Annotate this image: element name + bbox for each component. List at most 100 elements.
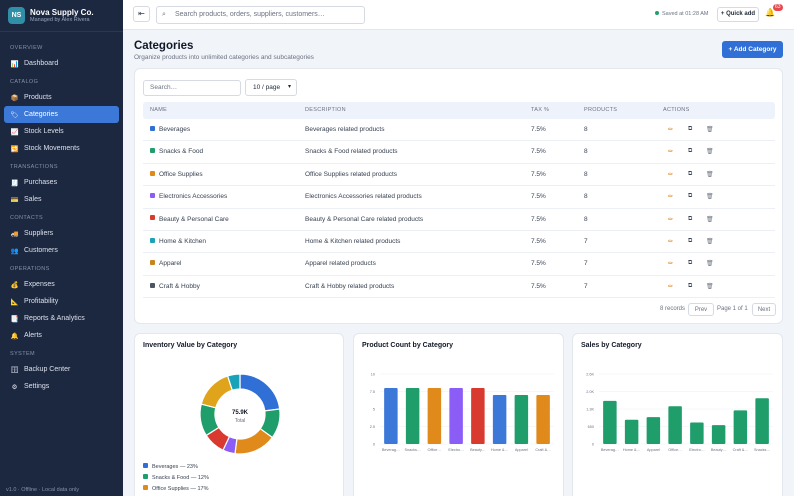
sidebar-item-products[interactable]: 📦 Products [4,89,119,106]
bar[interactable] [624,419,639,444]
bar[interactable] [405,388,420,444]
global-search-input[interactable]: ⌕ Search products, orders, suppliers, cu… [156,6,365,24]
x-tick-label: Office… [428,448,442,452]
copy-icon[interactable]: ⧉ [688,237,693,244]
edit-icon[interactable]: ✏ [668,238,674,245]
copy-icon[interactable]: ⧉ [688,170,693,177]
edit-icon[interactable]: ✏ [668,261,674,268]
sidebar-item-expenses[interactable]: 💰 Expenses [4,276,119,293]
delete-icon[interactable]: 🗑 [706,194,714,201]
sidebar-item-profitability[interactable]: 📐 Profitability [4,293,119,310]
donut-center-value: 75.9K [232,410,249,416]
bar[interactable] [514,395,529,444]
brand[interactable]: NS Nova Supply Co. Managed by Alex River… [0,0,123,32]
delete-icon[interactable]: 🗑 [706,149,714,156]
column-name[interactable]: NAME [150,107,168,113]
table-row[interactable]: Office Supplies Office Supplies related p… [143,164,775,187]
copy-icon[interactable]: ⧉ [688,148,693,155]
donut-slice[interactable] [226,373,241,391]
bar[interactable] [471,388,485,444]
collapse-sidebar-button[interactable]: ⇤ [133,6,150,22]
bar[interactable] [690,422,704,444]
delete-icon[interactable]: 🗑 [706,261,714,268]
category-tax: 7.5% [531,170,546,178]
table-search-input[interactable]: Search… [143,80,241,96]
bar[interactable] [603,400,617,444]
category-name-text: Office Supplies [159,170,203,178]
legend-swatch [143,485,148,491]
bar[interactable] [733,410,748,444]
bar[interactable] [536,395,550,444]
bar[interactable] [427,388,442,444]
sidebar-item-customers[interactable]: 👥 Customers [4,242,119,259]
status-dot-icon [655,11,659,15]
column-products[interactable]: PRODUCTS [584,107,618,113]
column-tax[interactable]: TAX % [531,107,550,113]
next-page-button[interactable]: Next [752,303,776,316]
sidebar-item-reports-analytics[interactable]: 📑 Reports & Analytics [4,310,119,327]
sidebar-item-alerts[interactable]: 🔔 Alerts [4,327,119,344]
copy-icon[interactable]: ⧉ [688,215,693,222]
bar[interactable] [492,395,507,444]
donut-slice[interactable] [200,375,234,409]
edit-icon[interactable]: ✏ [668,149,674,156]
table-row[interactable]: Home & Kitchen Home & Kitchen related pro… [143,231,775,254]
bar[interactable] [449,388,463,444]
sidebar-item-suppliers[interactable]: 🚚 Suppliers [4,225,119,242]
y-tick-label: 7.5 [370,390,375,394]
category-products: 8 [584,215,588,223]
sidebar-item-sales[interactable]: 💳 Sales [4,191,119,208]
sidebar-item-stock-levels[interactable]: 📈 Stock Levels [4,123,119,140]
delete-icon[interactable]: 🗑 [706,283,714,290]
bar[interactable] [384,388,398,444]
copy-icon[interactable]: ⧉ [688,126,693,132]
brand-logo: NS [8,7,25,24]
category-description: Home & Kitchen related products [305,237,401,245]
bar[interactable] [668,406,682,444]
edit-icon[interactable]: ✏ [668,283,674,290]
table-row[interactable]: Electronics Accessories Electronics Acces… [143,186,775,209]
bar[interactable] [646,417,661,444]
quick-add-button[interactable]: + Quick add [717,7,759,22]
notifications-bell-icon[interactable]: 🔔 [765,8,775,17]
table-row[interactable]: Snacks & Food Snacks & Food related produ… [143,141,775,164]
bar[interactable] [711,425,726,444]
copy-icon[interactable]: ⧉ [688,260,693,267]
table-row[interactable]: Beauty & Personal Care Beauty & Personal … [143,209,775,231]
sidebar-item-stock-movements[interactable]: 🔁 Stock Movements [4,140,119,157]
delete-icon[interactable]: 🗑 [706,238,714,245]
category-products: 7 [584,237,588,245]
x-tick-label: Snacks… [405,448,421,452]
add-category-button[interactable]: + Add Category [722,41,783,58]
column-description[interactable]: DESCRIPTION [305,107,346,113]
sidebar-item-label: Purchases [24,179,58,186]
per-page-select[interactable]: 10 / page ▾ [245,79,297,96]
delete-icon[interactable]: 🗑 [706,216,714,223]
edit-icon[interactable]: ✏ [668,127,674,133]
sidebar-item-purchases[interactable]: 🧾 Purchases [4,174,119,191]
prev-page-button[interactable]: Prev [688,303,714,316]
delete-icon[interactable]: 🗑 [706,127,714,133]
copy-icon[interactable]: ⧉ [688,193,693,200]
edit-icon[interactable]: ✏ [668,216,674,223]
y-tick-label: 0 [592,443,594,447]
x-tick-label: Craft &… [535,448,551,452]
bar[interactable] [755,398,769,444]
donut-slice[interactable] [239,373,281,412]
sidebar-item-categories[interactable]: 🏷 Categories [4,106,119,123]
page-info: Page 1 of 1 [717,306,748,312]
sidebar-item-backup-center[interactable]: 🗄 Backup Center [4,361,119,378]
sidebar-item-settings[interactable]: ⚙ Settings [4,378,119,395]
edit-icon[interactable]: ✏ [668,194,674,201]
sidebar-item-dashboard[interactable]: 📊 Dashboard [4,55,119,72]
sidebar-item-label: Profitability [24,298,59,305]
copy-icon[interactable]: ⧉ [688,282,693,289]
table-row[interactable]: Apparel Apparel related products 7.5% 7 ✏ ⧉ 🗑 [143,253,775,276]
table-row[interactable]: Beverages Beverages related products 7.5% 8… [143,119,775,142]
x-tick-label: Beverag… [382,448,400,452]
category-products: 7 [584,260,588,268]
category-name-text: Apparel [159,260,182,268]
edit-icon[interactable]: ✏ [668,171,674,178]
delete-icon[interactable]: 🗑 [706,171,714,178]
table-row[interactable]: Craft & Hobby Craft & Hobby related produ… [143,276,775,299]
